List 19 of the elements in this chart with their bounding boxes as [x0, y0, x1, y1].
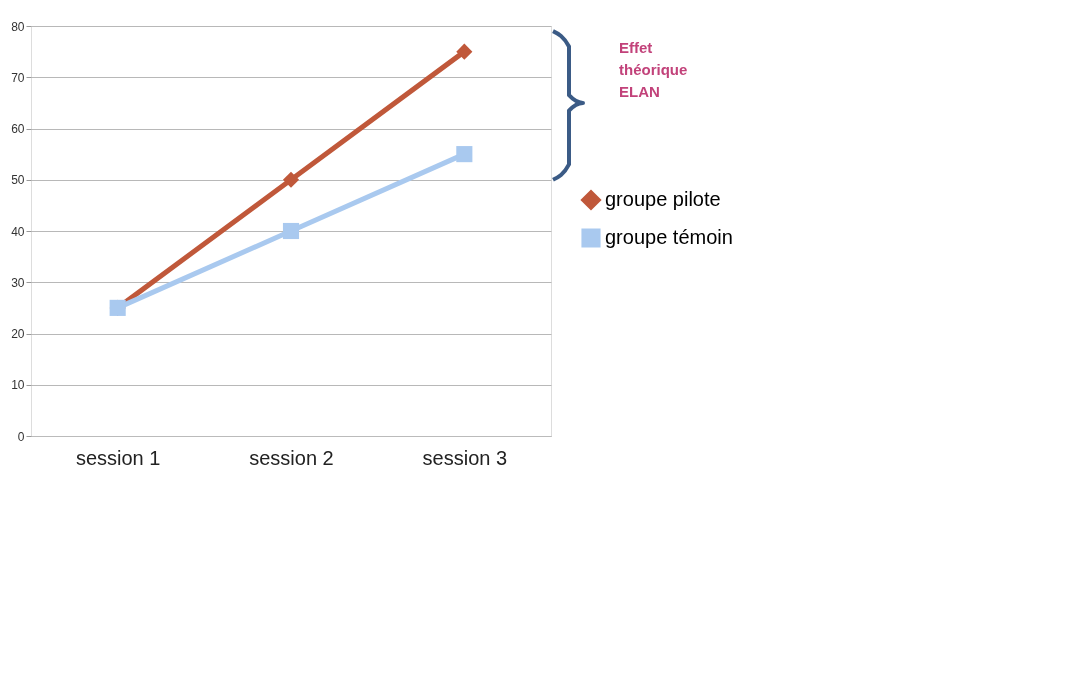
- y-tick-label: 20: [11, 327, 25, 341]
- legend-label: groupe témoin: [605, 226, 733, 248]
- legend-label: groupe pilote: [605, 188, 721, 210]
- y-tick-label: 10: [11, 378, 25, 393]
- y-tick-label: 0: [17, 429, 25, 444]
- text: Effet théorique ELAN: [619, 39, 688, 101]
- point: [456, 146, 473, 163]
- x-tick-label: session 1: [75, 446, 161, 469]
- y-tick-label: 60: [11, 122, 25, 136]
- y-tick-label: 70: [11, 70, 25, 85]
- y-tick-label: 50: [11, 173, 25, 188]
- y-tick-label: 40: [11, 224, 25, 239]
- y-tick-label: 30: [11, 275, 25, 290]
- x-tick-label: session 3: [422, 446, 508, 469]
- y-tick-label: 80: [11, 19, 25, 34]
- point: [456, 43, 473, 60]
- x-tick-label: session 2: [249, 446, 334, 469]
- point: [282, 171, 300, 188]
- point: [282, 222, 300, 240]
